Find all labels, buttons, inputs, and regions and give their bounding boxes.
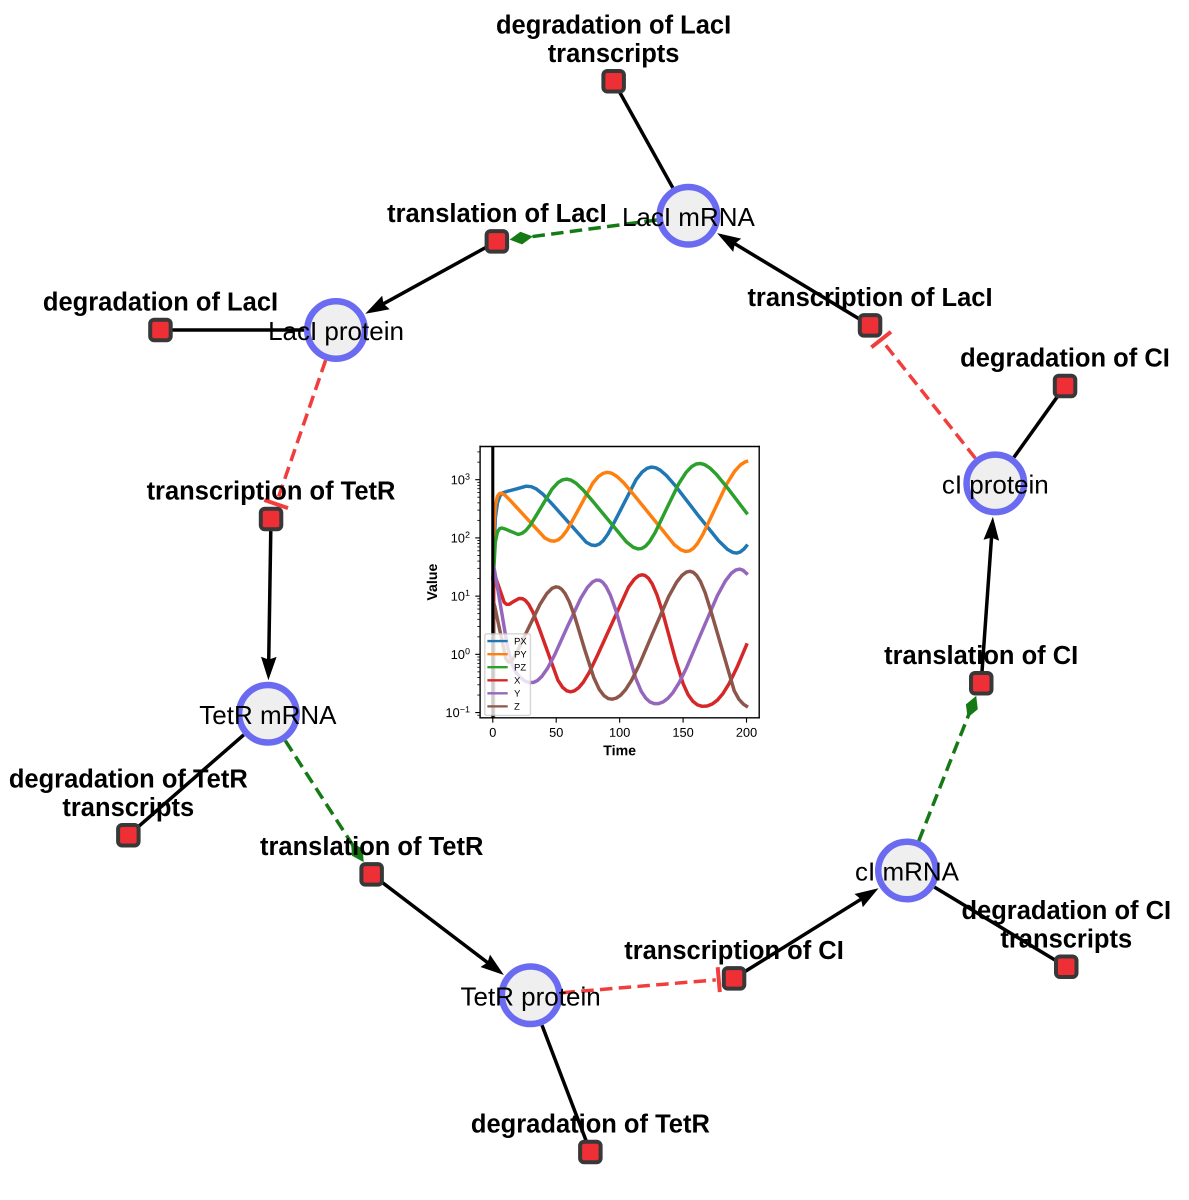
svg-text:translation of CI: translation of CI: [884, 642, 1078, 670]
svg-text:TetR protein: TetR protein: [461, 981, 601, 1011]
svg-text:transcripts: transcripts: [62, 794, 194, 822]
svg-text:degradation of LacI: degradation of LacI: [43, 289, 278, 317]
svg-text:TetR mRNA: TetR mRNA: [199, 700, 337, 730]
svg-text:translation of LacI: translation of LacI: [387, 200, 607, 228]
svg-text:transcripts: transcripts: [1000, 925, 1132, 953]
svg-text:LacI mRNA: LacI mRNA: [622, 202, 756, 232]
svg-text:transcription of CI: transcription of CI: [624, 937, 844, 965]
svg-text:degradation of CI: degradation of CI: [961, 897, 1171, 925]
svg-text:cI mRNA: cI mRNA: [855, 857, 960, 887]
svg-text:cI protein: cI protein: [942, 469, 1049, 499]
svg-text:degradation of TetR: degradation of TetR: [9, 765, 248, 793]
svg-text:transcription of TetR: transcription of TetR: [147, 478, 396, 506]
svg-text:degradation of LacI: degradation of LacI: [496, 11, 731, 39]
svg-text:degradation of TetR: degradation of TetR: [471, 1110, 710, 1138]
svg-text:degradation of CI: degradation of CI: [960, 345, 1170, 373]
svg-text:transcripts: transcripts: [548, 40, 680, 68]
svg-text:translation of TetR: translation of TetR: [260, 833, 483, 861]
svg-text:transcription of LacI: transcription of LacI: [747, 284, 992, 312]
svg-text:LacI protein: LacI protein: [268, 316, 404, 346]
